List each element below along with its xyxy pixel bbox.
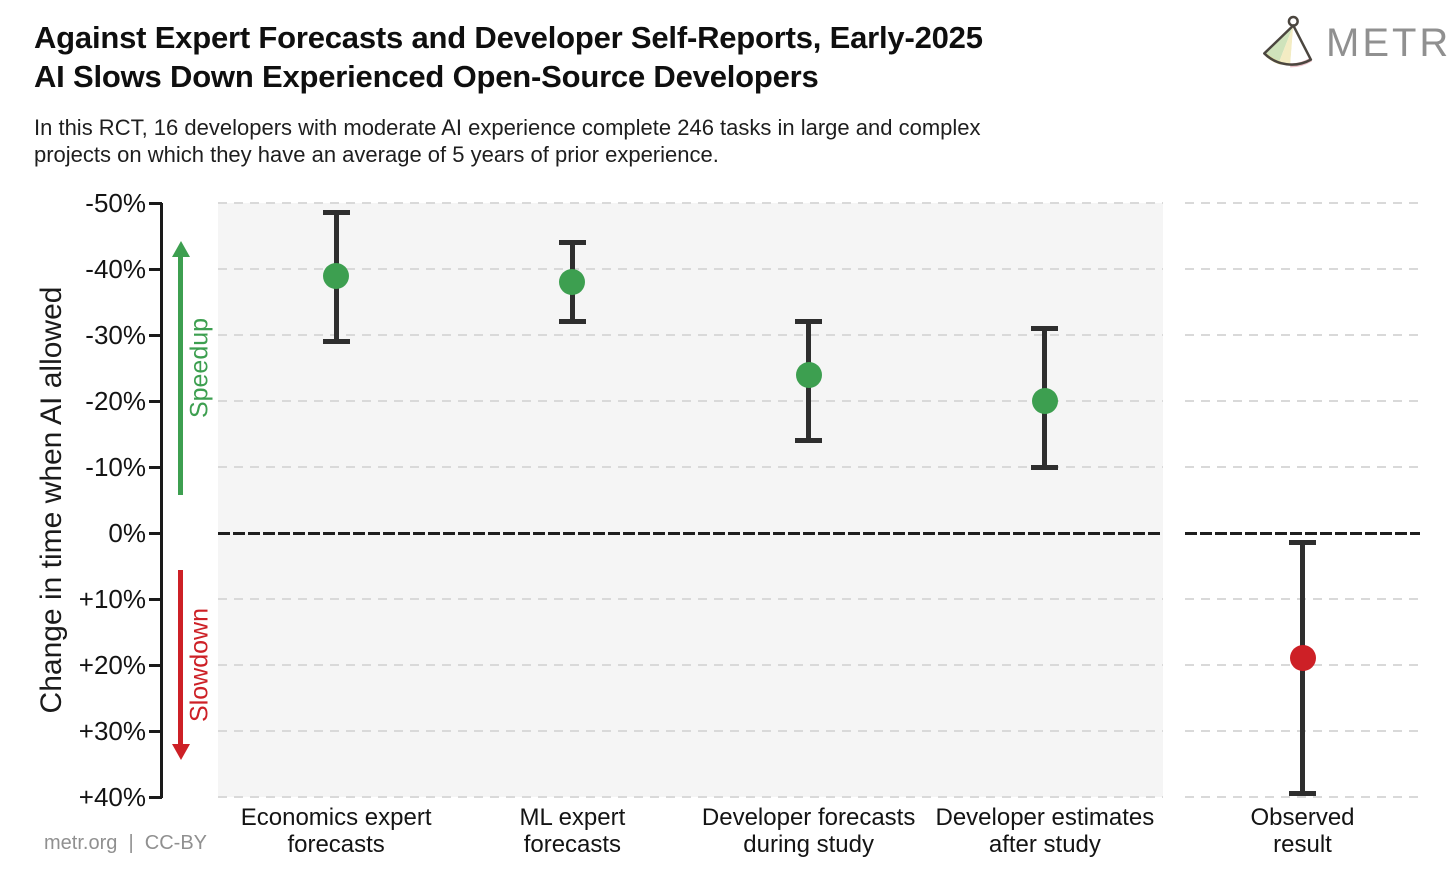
gridline bbox=[1185, 202, 1420, 204]
error-bar-cap bbox=[558, 240, 586, 246]
gridline bbox=[218, 730, 1163, 732]
category-label-line: ML expert bbox=[519, 804, 626, 831]
error-bar-cap bbox=[795, 319, 823, 325]
slowdown-arrowhead-icon bbox=[172, 744, 190, 760]
y-tick-label: -30% bbox=[85, 320, 146, 350]
y-tick bbox=[149, 729, 162, 733]
metr-logo: METR bbox=[1256, 14, 1451, 73]
category-label: Observed result bbox=[1143, 804, 1456, 858]
y-tick-label: 0% bbox=[108, 518, 146, 548]
error-bar-cap bbox=[1289, 540, 1316, 546]
error-bar-cap bbox=[1031, 325, 1059, 331]
data-point-marker bbox=[795, 361, 822, 388]
y-tick bbox=[149, 399, 162, 403]
error-bar-cap bbox=[322, 339, 350, 345]
chart-subtitle: In this RCT, 16 developers with moderate… bbox=[34, 114, 1294, 168]
slowdown-arrow bbox=[178, 570, 183, 745]
footer-credit: metr.org | CC-BY bbox=[44, 832, 208, 854]
category-label: ML expert forecasts bbox=[412, 804, 732, 858]
gridline bbox=[218, 598, 1163, 600]
y-tick-label: +40% bbox=[78, 782, 146, 812]
gridline bbox=[1185, 400, 1420, 402]
page-title-line-1: Against Expert Forecasts and Developer S… bbox=[34, 20, 983, 55]
y-tick-label: +30% bbox=[78, 716, 146, 746]
y-tick-label: +10% bbox=[78, 584, 146, 614]
gridline bbox=[1185, 796, 1420, 798]
data-point-marker bbox=[1289, 645, 1316, 672]
y-tick bbox=[149, 465, 162, 469]
y-tick bbox=[149, 795, 162, 799]
forecasts-panel bbox=[218, 203, 1163, 797]
gridline bbox=[218, 466, 1163, 468]
page-title: Against Expert Forecasts and Developer S… bbox=[34, 18, 1254, 96]
data-point-marker bbox=[559, 269, 586, 296]
gridline bbox=[218, 268, 1163, 270]
error-bar-cap bbox=[558, 319, 586, 325]
category-label-line: result bbox=[1273, 831, 1332, 858]
data-point-marker bbox=[1031, 388, 1058, 414]
gridline bbox=[218, 796, 1163, 798]
metr-logo-icon bbox=[1256, 14, 1314, 73]
error-bar-cap bbox=[322, 210, 350, 216]
speedup-arrowhead-icon bbox=[172, 241, 190, 257]
speedup-arrow bbox=[178, 255, 183, 495]
y-tick bbox=[149, 597, 162, 601]
gridline bbox=[218, 334, 1163, 336]
y-tick-label: +20% bbox=[78, 650, 146, 680]
category-label: Developer forecasts during study bbox=[649, 804, 969, 858]
zero-line bbox=[218, 531, 1163, 535]
y-tick bbox=[149, 663, 162, 667]
error-bar-cap bbox=[1289, 791, 1316, 797]
y-tick bbox=[149, 267, 162, 271]
y-tick-label: -20% bbox=[85, 386, 146, 416]
category-label-line: forecasts bbox=[287, 831, 385, 858]
category-label-line: Observed bbox=[1250, 804, 1355, 831]
y-tick-label: -40% bbox=[85, 254, 146, 284]
page-title-line-2: AI Slows Down Experienced Open-Source De… bbox=[34, 59, 819, 94]
category-label-line: Developer estimates bbox=[935, 804, 1155, 831]
data-point-marker bbox=[323, 262, 350, 289]
category-label-line: during study bbox=[743, 831, 874, 858]
chart-subtitle-line-2: projects on which they have an average o… bbox=[34, 142, 719, 167]
chart-subtitle-line-1: In this RCT, 16 developers with moderate… bbox=[34, 115, 981, 140]
gridline bbox=[1185, 466, 1420, 468]
gridline bbox=[1185, 268, 1420, 270]
category-label-line: Economics expert bbox=[240, 804, 432, 831]
y-tick bbox=[149, 333, 162, 337]
y-tick-label: -10% bbox=[85, 452, 146, 482]
y-tick bbox=[149, 201, 162, 205]
error-bar-cap bbox=[795, 438, 823, 444]
zero-line bbox=[1185, 531, 1420, 535]
y-tick-label: -50% bbox=[85, 188, 146, 218]
category-label: Economics expert forecasts bbox=[176, 804, 496, 858]
category-label-line: Developer forecasts bbox=[701, 804, 916, 831]
gridline bbox=[1185, 334, 1420, 336]
y-axis-line bbox=[160, 203, 163, 798]
metr-logo-text: METR bbox=[1326, 21, 1452, 65]
category-label-line: forecasts bbox=[523, 831, 622, 858]
category-label-line: after study bbox=[988, 831, 1101, 858]
gridline bbox=[218, 202, 1163, 204]
gridline bbox=[218, 400, 1163, 402]
category-label: Developer estimates after study bbox=[885, 804, 1205, 858]
error-bar-cap bbox=[1031, 464, 1059, 470]
gridline bbox=[218, 664, 1163, 666]
y-tick bbox=[149, 531, 162, 535]
